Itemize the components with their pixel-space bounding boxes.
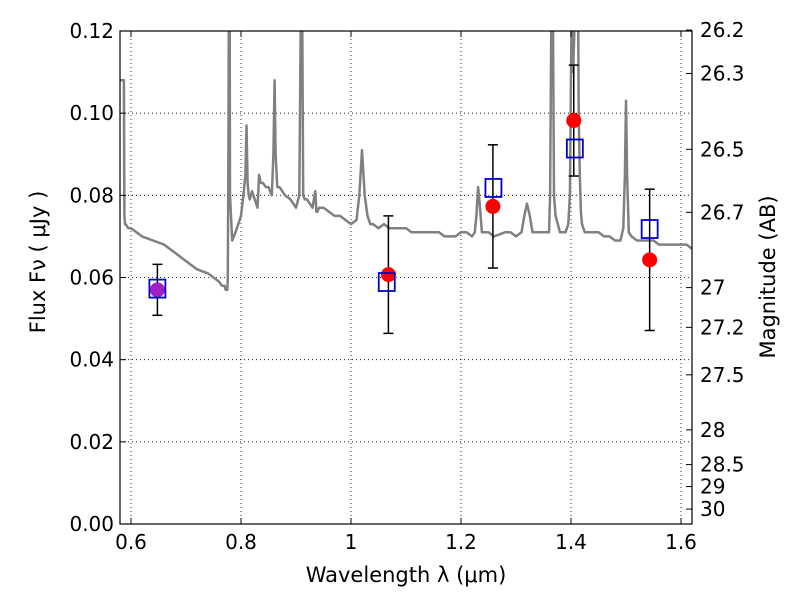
- y-tick-label: 0.06: [69, 266, 114, 290]
- x-tick-label: 1: [345, 530, 358, 554]
- mag-tick-label: 26.3: [700, 62, 745, 86]
- y-tick-label: 0.00: [69, 512, 114, 536]
- x-tick-label: 0.6: [115, 530, 147, 554]
- photometry-point: [380, 267, 396, 283]
- plot-area-data: [120, 31, 692, 335]
- model-sed-line: [120, 31, 692, 292]
- mag-tick-label: 28: [700, 418, 725, 442]
- y-axis-label-left: Flux Fν ( μJy ): [26, 191, 50, 334]
- model-flux-square: [484, 178, 503, 198]
- mag-tick-label: 26.5: [700, 137, 745, 161]
- mag-tick-label: 27.2: [700, 315, 745, 339]
- mag-tick-label: 27: [700, 276, 725, 300]
- photometry-point: [566, 113, 582, 129]
- mag-tick-label: 29: [700, 475, 725, 499]
- mag-tick-label: 26.2: [700, 18, 745, 42]
- x-tick-label: 1.4: [555, 530, 587, 554]
- mag-tick-label: 26.7: [700, 200, 745, 224]
- mag-tick-label: 28.5: [700, 453, 745, 477]
- y-tick-label: 0.08: [69, 183, 114, 207]
- axis-ticks: 0.6 0.8 1 1.2 1.4 1.6 0.00 0.02 0.04 0.06 0.08 0.10…: [69, 18, 744, 554]
- y-tick-label: 0.12: [69, 19, 114, 43]
- model-flux-square: [377, 272, 396, 292]
- model-flux-square: [565, 138, 584, 159]
- x-tick-label: 1.2: [445, 530, 477, 554]
- y-tick-label: 0.10: [69, 101, 114, 125]
- mag-tick-label: 27.5: [700, 363, 745, 387]
- y-axis-label-right: Magnitude (AB): [756, 195, 780, 358]
- y-tick-label: 0.02: [69, 430, 114, 454]
- photometry-point: [485, 198, 501, 214]
- x-tick-label: 1.6: [665, 530, 697, 554]
- mag-tick-label: 30: [700, 497, 725, 521]
- model-flux-square: [640, 219, 659, 239]
- x-axis-label: Wavelength λ (μm): [306, 563, 507, 587]
- plot-frame: [119, 30, 693, 525]
- photometry-point: [642, 252, 658, 268]
- model-flux-square: [148, 278, 167, 299]
- photometry-point: [149, 282, 165, 298]
- grid-lines: [120, 30, 692, 525]
- x-tick-label: 0.8: [225, 530, 257, 554]
- y-tick-label: 0.04: [69, 348, 114, 372]
